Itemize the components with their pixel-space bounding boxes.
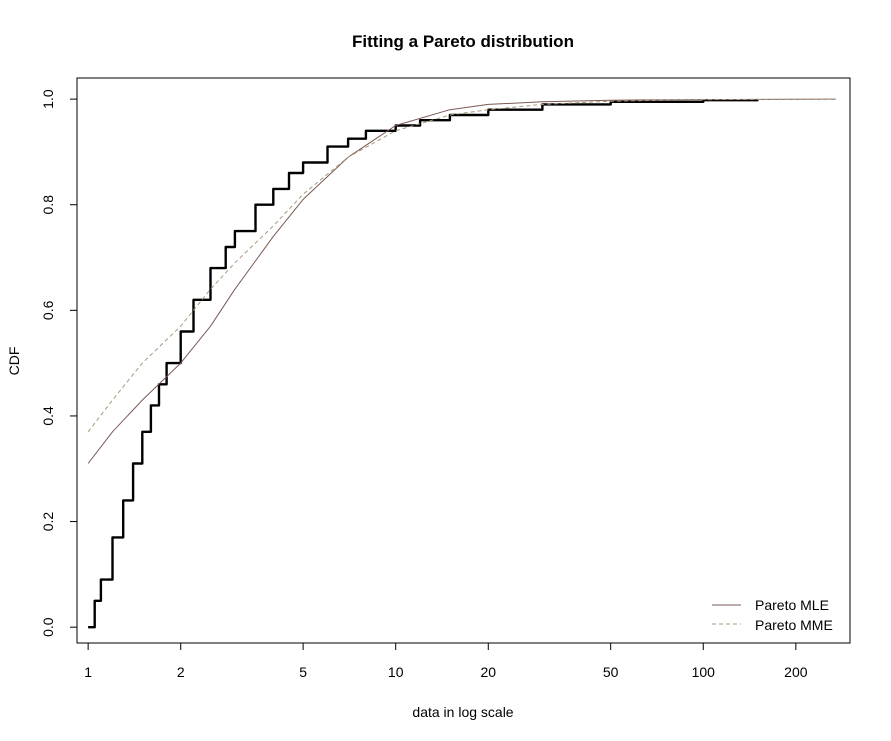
series-layer — [87, 98, 836, 629]
x-tick-label: 10 — [388, 664, 404, 680]
y-tick-label: 0.0 — [40, 617, 56, 637]
x-tick-label: 100 — [692, 664, 716, 680]
y-tick-label: 0.4 — [40, 406, 56, 426]
x-axis-label: data in log scale — [412, 704, 513, 720]
x-tick-label: 50 — [603, 664, 619, 680]
series-line-fit-1 — [87, 98, 836, 464]
x-tick-label: 20 — [480, 664, 496, 680]
plot-frame — [76, 77, 851, 644]
x-axis: 1 2 5 10 20 50 100 200 — [84, 642, 808, 680]
x-tick-label: 2 — [177, 664, 185, 680]
y-tick-label: 0.2 — [40, 512, 56, 532]
legend-label-mle: Pareto MLE — [755, 597, 829, 613]
legend-label-mme: Pareto MME — [755, 617, 833, 633]
x-tick-label: 5 — [299, 664, 307, 680]
legend: Pareto MLE Pareto MME — [712, 597, 833, 633]
y-axis: 0.0 0.2 0.4 0.6 0.8 1.0 — [40, 89, 78, 637]
chart-title: Fitting a Pareto distribution — [352, 32, 574, 51]
x-tick-label: 200 — [784, 664, 808, 680]
y-tick-label: 0.6 — [40, 300, 56, 320]
series-line-fit-2 — [87, 98, 836, 433]
y-tick-label: 1.0 — [40, 89, 56, 109]
y-tick-label: 0.8 — [40, 195, 56, 215]
series-line-empirical — [88, 99, 759, 629]
x-tick-label: 1 — [84, 664, 92, 680]
y-axis-label: CDF — [6, 347, 22, 376]
